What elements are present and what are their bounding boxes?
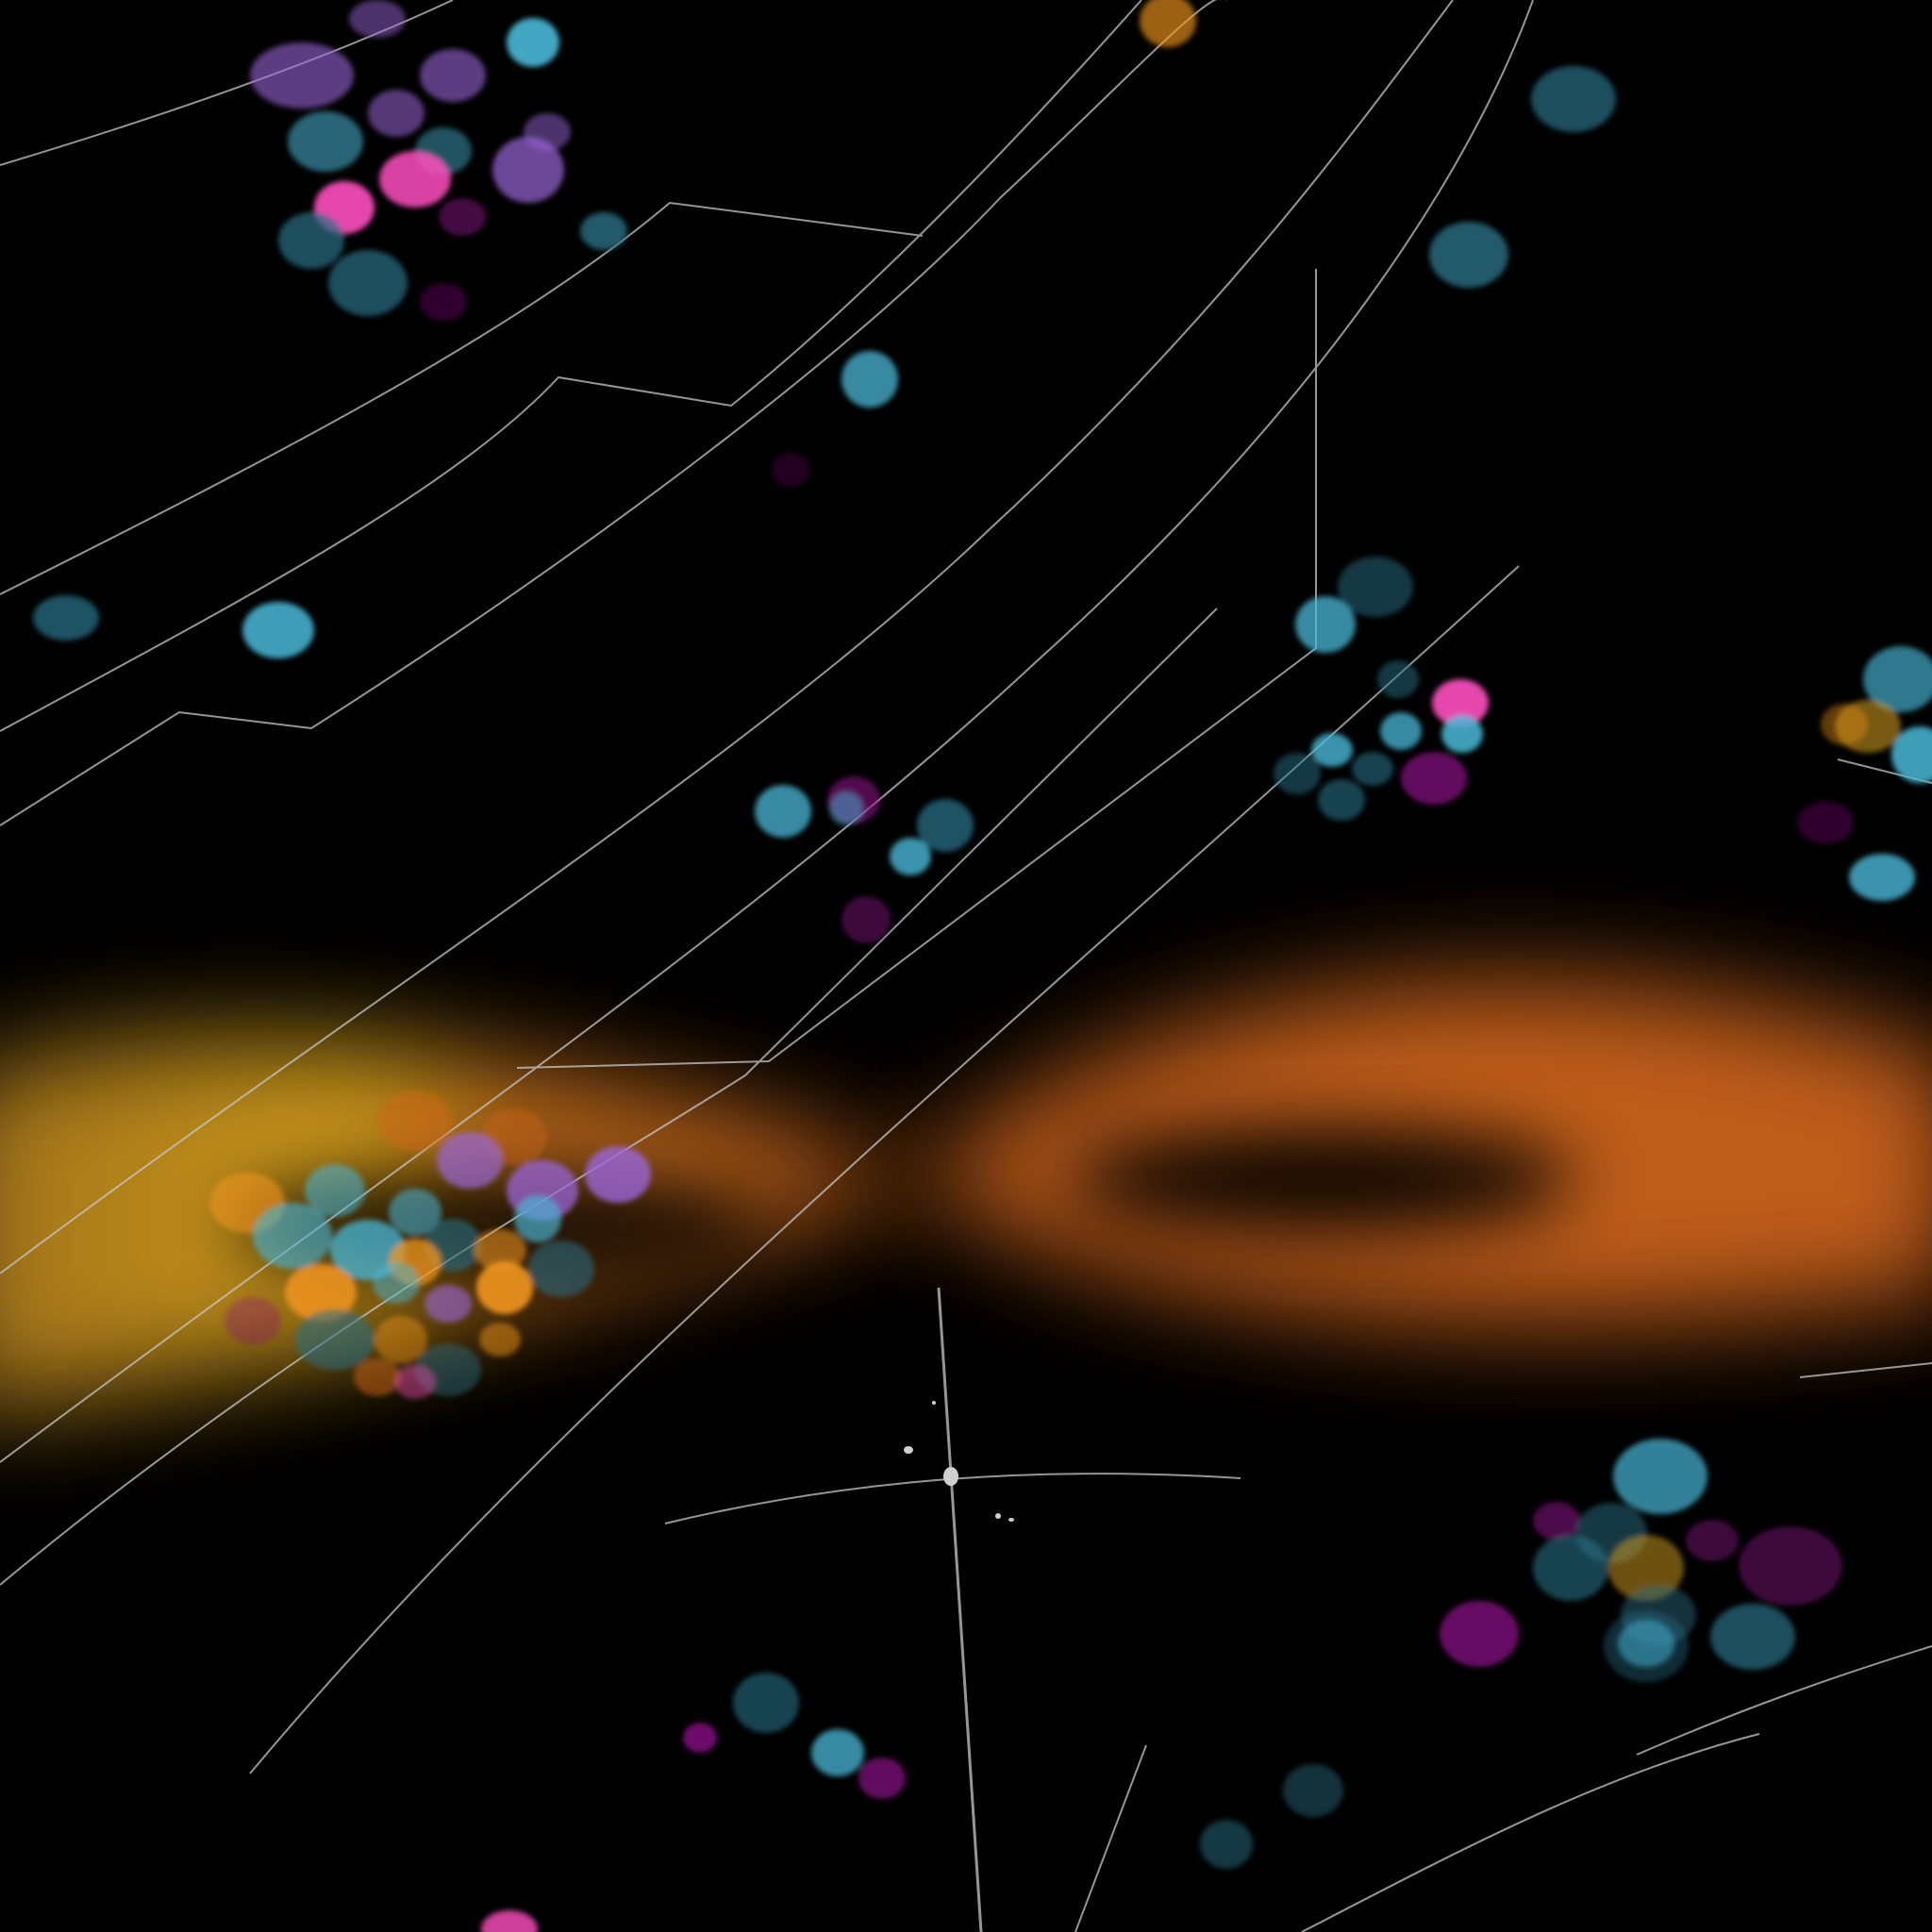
particle [1429,222,1508,288]
particle [1432,679,1489,726]
particle [481,1910,538,1932]
network-line [1636,1645,1932,1756]
particle [379,151,451,208]
particle [253,1203,332,1269]
network-line [1074,1744,1147,1932]
particle [1608,1535,1684,1601]
particle [841,896,891,943]
particle [1140,0,1196,47]
particle [328,250,408,316]
particle [528,1241,594,1297]
particle [437,1132,503,1189]
particle [242,602,314,658]
particle [295,1309,375,1370]
speckle [904,1446,913,1454]
particle [285,1264,357,1321]
speckle [943,1467,958,1486]
network-line [0,0,1454,1274]
particle [288,111,363,172]
particle [1686,1520,1739,1561]
particle [524,113,571,151]
speckles [904,1401,1014,1522]
particle [1440,1601,1519,1667]
particle [474,1229,526,1271]
particle [755,785,811,838]
network-line [1799,1362,1932,1378]
particle [33,595,99,641]
particle [1891,726,1932,783]
particle [1338,557,1413,617]
network-line [937,1287,983,1932]
particle [1533,1502,1580,1540]
particle [225,1297,281,1344]
particle [1863,646,1932,712]
particle [305,1164,365,1217]
particle [354,1358,401,1396]
particle [1311,733,1353,767]
particle [420,283,467,321]
particle [507,18,559,67]
particle [1441,715,1483,753]
particle [389,1189,441,1236]
particle [1821,704,1868,745]
particle [375,1316,427,1363]
particle [373,1262,420,1304]
glow-band-right-hole [1066,1127,1575,1231]
particle [1531,66,1616,132]
network-line [0,0,1142,732]
particle [479,1323,521,1357]
particle [1352,752,1393,786]
particle [420,49,486,102]
speckle [995,1513,1001,1519]
particle [1613,1439,1707,1514]
particle [917,799,974,852]
particle [1283,1764,1343,1817]
network-line [664,1473,1241,1524]
network-line [1301,1733,1760,1932]
particle [585,1146,651,1203]
particle [580,212,627,250]
particle [811,1729,864,1776]
speckle [1008,1518,1014,1522]
particle [1533,1535,1608,1601]
particle [278,212,344,269]
particle [514,1195,561,1242]
particle [349,0,406,38]
speckle [932,1401,936,1405]
particle [1200,1820,1253,1869]
particle [250,42,354,108]
particle [1380,712,1422,750]
particle [841,351,898,408]
particle-layer [33,0,1932,1932]
particle [425,1285,472,1323]
particle [890,838,931,875]
particle [858,1757,906,1799]
particle [683,1723,717,1753]
particle [1710,1604,1795,1670]
particle [1274,753,1321,794]
particle [1295,596,1356,653]
particle [1377,660,1419,698]
particle [1401,752,1467,805]
particle [377,1091,453,1151]
particle [394,1365,436,1399]
particle [733,1673,799,1733]
particle [476,1261,533,1314]
particle [772,453,809,487]
particle [1318,779,1365,821]
particle [1797,802,1854,843]
particle [1739,1526,1842,1606]
network-line [516,269,1317,1069]
particle [829,791,863,825]
particle [1849,854,1915,901]
particle [368,90,425,137]
particle [439,198,486,236]
particle [1604,1610,1689,1682]
particle [492,137,564,203]
